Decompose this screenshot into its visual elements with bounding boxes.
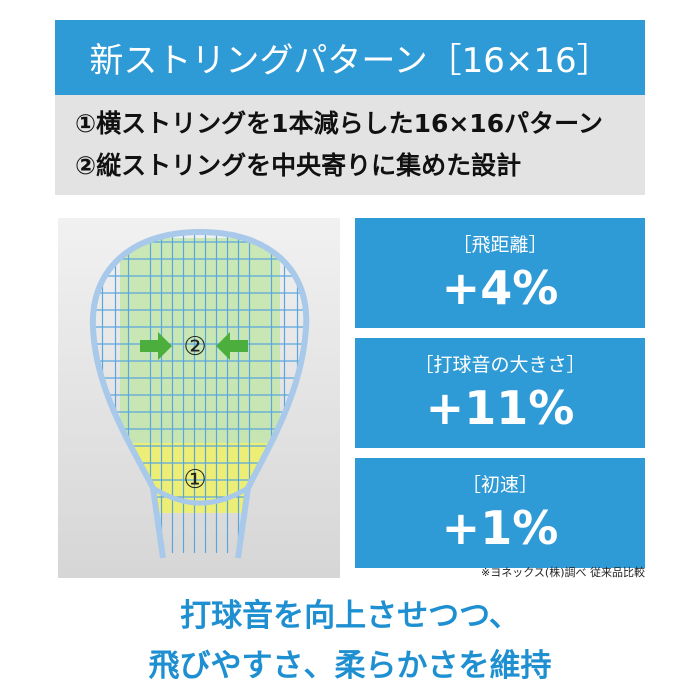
stat-label: ［初速］ [461, 474, 538, 496]
intro-line: ②縦ストリングを中央寄りに集めた設計 [75, 151, 522, 180]
intro-box: ①横ストリングを1本減らした16×16パターン ②縦ストリングを中央寄りに集めた… [55, 95, 645, 195]
stat-value: +1% [441, 501, 559, 555]
footer-line: 打球音を向上させつつ、 [180, 598, 520, 634]
marker: ① [183, 465, 206, 495]
stat-box: ［初速］ +1% [355, 458, 645, 568]
stat-value: +11% [425, 381, 575, 435]
racket-image: ② ① [58, 218, 340, 578]
stat-box: ［打球音の大きさ］ +11% [355, 338, 645, 448]
intro-line: ①横ストリングを1本減らした16×16パターン [75, 109, 603, 138]
note: ※ヨネックス(株)調べ 従来品比較 [481, 566, 645, 579]
footer-line: 飛びやすさ、柔らかさを維持 [148, 648, 552, 684]
stat-value: +4% [441, 261, 559, 315]
marker: ② [183, 332, 206, 362]
stat-label: ［打球音の大きさ］ [414, 354, 586, 376]
stat-box: ［飛距離］ +4% [355, 218, 645, 328]
header-title: 新ストリングパターン［16×16］ [55, 20, 645, 95]
stat-label: ［飛距離］ [452, 234, 548, 256]
